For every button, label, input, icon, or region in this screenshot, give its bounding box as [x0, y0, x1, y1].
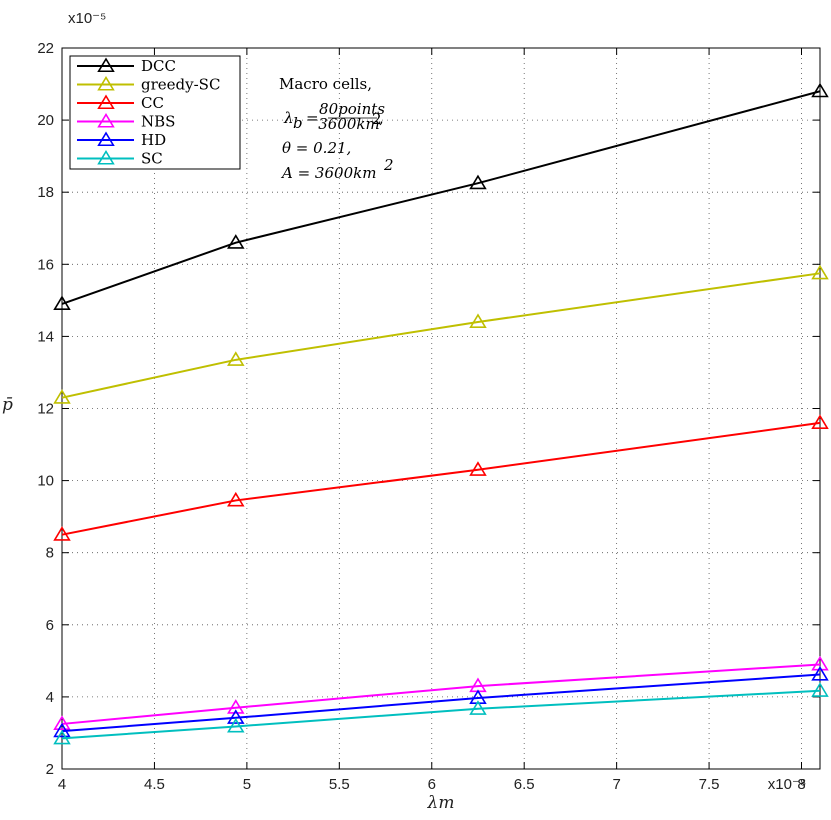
legend-marker-greedy-sc — [97, 75, 115, 91]
series-hd — [53, 665, 829, 738]
y-tick-label: 10 — [37, 473, 54, 490]
y-exponent-label: x10⁻⁵ — [68, 10, 106, 27]
data-point-greedy-sc — [469, 313, 487, 329]
annotation-frac-num: 80points — [319, 100, 385, 118]
annotation-line-4: A = 3600km — [280, 164, 376, 182]
annotation-equals: = — [306, 109, 319, 127]
y-tick-label: 4 — [46, 689, 54, 706]
annotation-frac-tail: , — [379, 109, 384, 127]
data-point-sc — [227, 717, 245, 733]
y-tick-label: 12 — [37, 401, 54, 418]
x-tick-label: 7 — [612, 776, 620, 793]
data-point-hd — [53, 722, 71, 738]
data-point-dcc — [227, 234, 245, 249]
legend-marker-cc — [97, 94, 115, 110]
x-tick-label: 7.5 — [699, 776, 720, 793]
data-point-cc — [53, 526, 71, 541]
legend-label-hd: HD — [141, 131, 166, 149]
data-point-hd — [811, 665, 829, 681]
y-tick-label: 6 — [46, 617, 54, 634]
data-point-dcc — [811, 82, 829, 98]
legend-label-dcc: DCC — [141, 57, 176, 75]
data-point-nbs — [227, 699, 245, 714]
data-point-sc — [53, 729, 71, 745]
legend-marker-sc — [97, 149, 115, 165]
series-line-greedy-sc — [61, 272, 821, 399]
series-layer — [53, 82, 829, 745]
legend-label-greedy-sc: greedy-SC — [141, 76, 220, 94]
x-tick-label: 8 — [797, 776, 805, 793]
x-tick-label: 4.5 — [144, 776, 165, 793]
annotation-line-1: Macro cells, — [279, 75, 372, 93]
legend-label-nbs: NBS — [141, 113, 175, 131]
data-point-nbs — [53, 715, 71, 730]
data-point-sc — [811, 682, 829, 697]
data-point-hd — [227, 709, 245, 724]
annotation-line-4-sup: 2 — [383, 156, 394, 174]
annotation: Macro cells, λ b = 80points 3600km 2 , θ… — [279, 75, 394, 182]
x-exponent-label: x10⁻⁸ — [768, 776, 806, 793]
legend-marker-nbs — [97, 112, 115, 128]
legend-label-sc: SC — [141, 150, 163, 168]
legend-box — [69, 55, 241, 170]
series-line-hd — [61, 673, 821, 733]
data-point-greedy-sc — [227, 351, 245, 366]
y-tick-label: 22 — [37, 40, 54, 57]
y-axis-label: p̄ — [2, 395, 13, 415]
annotation-lambda-sub: b — [293, 114, 303, 132]
y-tick-label: 8 — [46, 545, 54, 562]
x-axis-ticks: 4 4.5 5 5.5 6 6.5 7 7.5 8 — [58, 48, 806, 793]
annotation-frac-den-sup: 2 — [372, 110, 382, 128]
series-sc — [53, 682, 829, 745]
y-tick-label: 16 — [37, 256, 54, 273]
annotation-frac-den: 3600km — [318, 115, 380, 133]
x-tick-label: 6 — [428, 776, 436, 793]
y-tick-label: 18 — [37, 184, 54, 201]
x-tick-label: 5 — [243, 776, 251, 793]
series-dcc — [53, 82, 829, 311]
annotation-lambda: λ — [283, 109, 294, 127]
annotation-line-3: θ = 0.21, — [282, 139, 351, 157]
data-point-cc — [469, 461, 487, 476]
data-point-cc — [811, 414, 829, 429]
x-tick-label: 4 — [58, 776, 66, 793]
x-tick-label: 5.5 — [329, 776, 350, 793]
data-point-greedy-sc — [53, 389, 71, 404]
data-point-sc — [469, 700, 487, 715]
y-tick-label: 20 — [37, 112, 54, 129]
data-point-dcc — [53, 295, 71, 311]
data-point-nbs — [811, 655, 829, 671]
data-point-dcc — [469, 174, 487, 190]
x-tick-label: 6.5 — [514, 776, 535, 793]
x-axis-label: λm — [427, 793, 455, 813]
data-point-greedy-sc — [811, 264, 829, 280]
y-tick-label: 2 — [46, 761, 54, 778]
data-point-cc — [227, 491, 245, 507]
series-line-dcc — [61, 90, 821, 305]
series-cc — [53, 414, 829, 541]
y-tick-label: 14 — [37, 328, 54, 345]
series-line-cc — [61, 421, 821, 536]
legend-marker-dcc — [97, 57, 115, 73]
legend-label-cc: CC — [141, 94, 164, 112]
series-line-sc — [61, 689, 821, 740]
series-line-nbs — [61, 663, 821, 725]
legend-marker-hd — [97, 131, 115, 147]
series-greedy-sc — [53, 264, 829, 404]
